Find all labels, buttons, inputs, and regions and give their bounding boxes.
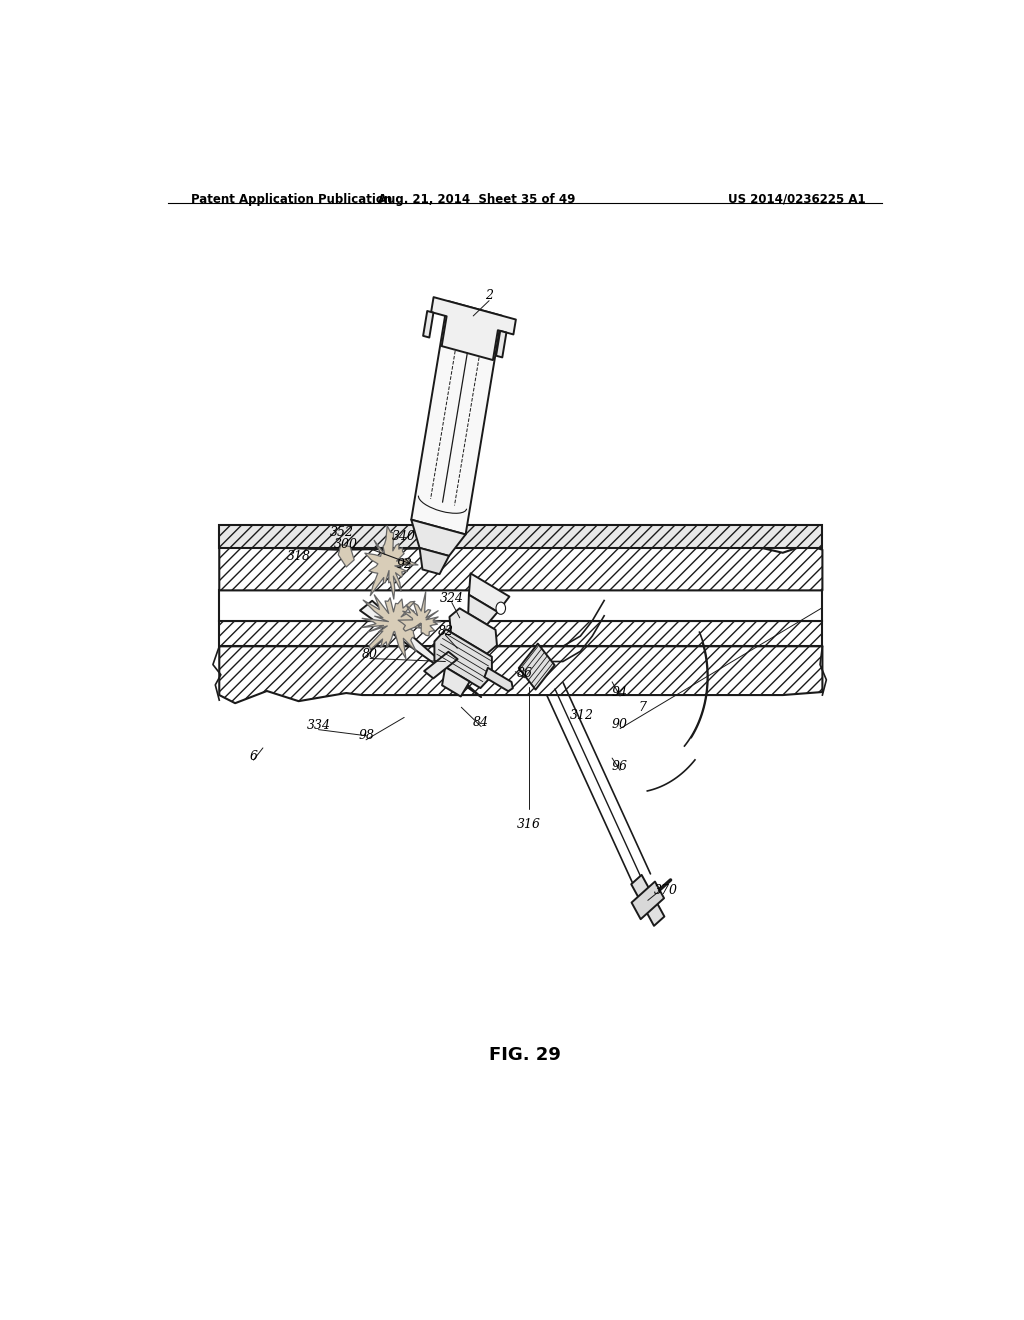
- Text: 84: 84: [473, 715, 489, 729]
- Text: 6: 6: [250, 750, 257, 763]
- Text: 312: 312: [570, 709, 594, 722]
- Text: 98: 98: [358, 729, 374, 742]
- Text: US 2014/0236225 A1: US 2014/0236225 A1: [728, 193, 866, 206]
- Polygon shape: [412, 301, 502, 535]
- Polygon shape: [468, 595, 498, 624]
- Text: 86: 86: [517, 667, 532, 680]
- Polygon shape: [484, 668, 513, 692]
- Bar: [219, 590, 822, 620]
- Polygon shape: [420, 548, 450, 574]
- Text: 334: 334: [306, 719, 331, 733]
- Polygon shape: [398, 591, 440, 636]
- Polygon shape: [365, 525, 418, 599]
- Text: 90: 90: [612, 718, 628, 731]
- Text: 370: 370: [654, 883, 678, 896]
- Polygon shape: [631, 875, 665, 925]
- Bar: [219, 620, 822, 647]
- Text: Patent Application Publication: Patent Application Publication: [191, 193, 393, 206]
- Text: 340: 340: [392, 531, 416, 543]
- Polygon shape: [632, 882, 664, 919]
- Circle shape: [496, 602, 506, 614]
- Polygon shape: [219, 544, 822, 590]
- Text: FIG. 29: FIG. 29: [488, 1045, 561, 1064]
- Polygon shape: [496, 331, 507, 358]
- Text: 92: 92: [396, 558, 413, 572]
- Text: 300: 300: [334, 539, 358, 552]
- Polygon shape: [360, 601, 481, 697]
- Polygon shape: [412, 520, 466, 556]
- Text: 7: 7: [638, 701, 646, 714]
- Bar: [219, 525, 822, 548]
- Polygon shape: [361, 595, 431, 659]
- Text: 96: 96: [612, 760, 628, 772]
- Polygon shape: [338, 545, 354, 568]
- Polygon shape: [219, 647, 822, 704]
- Polygon shape: [442, 667, 470, 697]
- Polygon shape: [434, 630, 492, 688]
- Polygon shape: [450, 609, 497, 653]
- Polygon shape: [469, 573, 509, 612]
- Text: 316: 316: [517, 817, 541, 830]
- Text: 2: 2: [485, 289, 494, 302]
- Text: 352: 352: [331, 525, 354, 539]
- Text: 80: 80: [362, 648, 378, 661]
- Polygon shape: [424, 652, 458, 678]
- Text: Aug. 21, 2014  Sheet 35 of 49: Aug. 21, 2014 Sheet 35 of 49: [379, 193, 575, 206]
- Text: 94: 94: [612, 685, 628, 698]
- Polygon shape: [423, 312, 433, 338]
- Polygon shape: [519, 644, 555, 689]
- Polygon shape: [431, 297, 516, 360]
- Text: 82: 82: [437, 624, 454, 638]
- Text: 318: 318: [287, 550, 310, 564]
- Text: 324: 324: [439, 591, 464, 605]
